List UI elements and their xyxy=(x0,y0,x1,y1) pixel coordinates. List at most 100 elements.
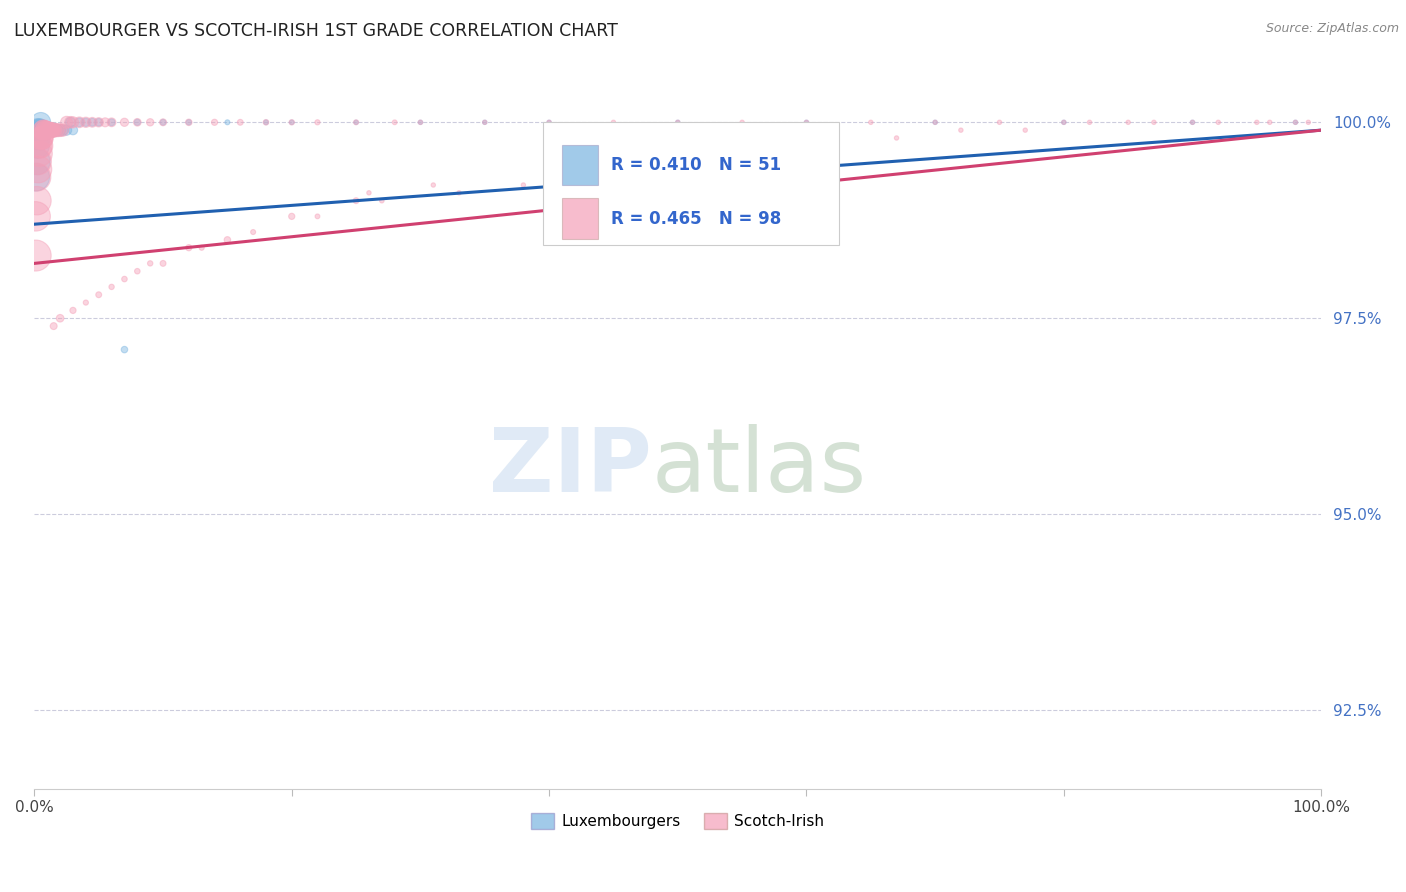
Point xyxy=(75,295,97,310)
Point xyxy=(254,115,277,129)
Point xyxy=(447,186,470,200)
Point xyxy=(127,115,149,129)
Point xyxy=(242,225,264,239)
Point xyxy=(28,123,51,137)
Point xyxy=(41,123,63,137)
Point xyxy=(731,115,754,129)
Point xyxy=(31,123,53,137)
Point xyxy=(30,131,52,145)
Point xyxy=(25,194,48,208)
Point xyxy=(422,178,444,192)
Point xyxy=(38,123,60,137)
Point xyxy=(100,115,122,129)
Point xyxy=(1053,115,1076,129)
Point xyxy=(24,248,46,262)
Point xyxy=(30,123,52,137)
Point xyxy=(371,194,394,208)
Point xyxy=(280,115,302,129)
Point xyxy=(28,123,51,137)
Point xyxy=(796,115,818,129)
Point xyxy=(602,115,624,129)
Point xyxy=(62,303,84,318)
Point xyxy=(628,162,651,177)
Legend: Luxembourgers, Scotch-Irish: Luxembourgers, Scotch-Irish xyxy=(524,807,831,836)
FancyBboxPatch shape xyxy=(543,121,838,245)
Point xyxy=(114,343,136,357)
Point xyxy=(87,115,110,129)
Point xyxy=(254,115,277,129)
Point xyxy=(34,123,56,137)
Point xyxy=(42,319,65,334)
Text: R = 0.410   N = 51: R = 0.410 N = 51 xyxy=(610,156,780,174)
Point xyxy=(35,123,58,137)
Point xyxy=(28,146,51,161)
Point xyxy=(1206,115,1229,129)
Point xyxy=(1053,115,1076,129)
Point xyxy=(177,115,200,129)
Point xyxy=(924,115,946,129)
Text: Source: ZipAtlas.com: Source: ZipAtlas.com xyxy=(1265,22,1399,36)
Point xyxy=(27,162,49,177)
Point xyxy=(217,115,239,129)
Point xyxy=(30,115,52,129)
Point xyxy=(55,115,77,129)
Point xyxy=(924,115,946,129)
Point xyxy=(32,123,55,137)
Point xyxy=(357,186,380,200)
Point xyxy=(59,115,82,129)
Point xyxy=(52,123,75,137)
Point xyxy=(46,123,69,137)
Point xyxy=(27,154,49,169)
Point xyxy=(988,115,1011,129)
Point xyxy=(280,115,302,129)
Point xyxy=(34,123,56,137)
Point xyxy=(31,123,53,137)
Point xyxy=(1116,115,1139,129)
Point xyxy=(44,123,66,137)
Point xyxy=(37,123,59,137)
Point xyxy=(34,123,56,137)
Point xyxy=(38,123,60,137)
Point xyxy=(34,123,56,137)
Point xyxy=(886,131,908,145)
Point xyxy=(24,170,46,185)
Point xyxy=(27,131,49,145)
Text: LUXEMBOURGER VS SCOTCH-IRISH 1ST GRADE CORRELATION CHART: LUXEMBOURGER VS SCOTCH-IRISH 1ST GRADE C… xyxy=(14,22,617,40)
Point xyxy=(756,146,779,161)
Point xyxy=(94,115,117,129)
Text: R = 0.465   N = 98: R = 0.465 N = 98 xyxy=(610,210,782,227)
Bar xyxy=(562,145,598,186)
Point xyxy=(49,311,72,326)
Point xyxy=(32,123,55,137)
Point xyxy=(512,178,534,192)
Point xyxy=(49,123,72,137)
Point xyxy=(409,115,432,129)
Point xyxy=(31,131,53,145)
Point xyxy=(1246,115,1268,129)
Point xyxy=(139,115,162,129)
Point xyxy=(82,115,104,129)
Point xyxy=(1258,115,1281,129)
Point xyxy=(384,115,406,129)
Point xyxy=(1298,115,1320,129)
Point xyxy=(37,123,59,137)
Point xyxy=(127,264,149,278)
Point xyxy=(307,210,329,224)
Point xyxy=(100,280,122,294)
Point xyxy=(859,115,882,129)
Point xyxy=(38,123,60,137)
Point xyxy=(409,115,432,129)
Point xyxy=(1078,115,1101,129)
Point xyxy=(1014,123,1036,137)
Point xyxy=(75,115,97,129)
Point xyxy=(31,131,53,145)
Point xyxy=(949,123,972,137)
Point xyxy=(35,123,58,137)
Bar xyxy=(562,198,598,238)
Point xyxy=(39,123,62,137)
Point xyxy=(139,256,162,270)
Point xyxy=(82,115,104,129)
Point xyxy=(49,123,72,137)
Point xyxy=(30,138,52,153)
Point xyxy=(538,115,561,129)
